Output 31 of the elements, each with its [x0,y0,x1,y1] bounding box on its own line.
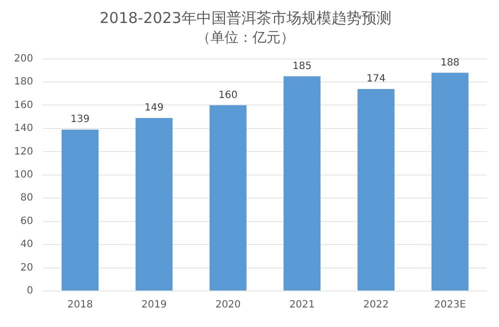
x-tick-label: 2018 [67,300,93,311]
x-tick-label: 2019 [141,300,167,311]
y-tick-label: 100 [14,169,34,180]
data-label: 188 [440,57,460,68]
data-label: 160 [218,90,238,101]
data-label: 174 [366,74,386,85]
x-tick-label: 2021 [289,300,315,311]
y-tick-label: 160 [14,100,34,111]
y-tick-label: 140 [14,123,34,134]
data-label: 185 [292,60,312,72]
data-label: 149 [144,102,164,114]
y-tick-label: 80 [20,192,34,204]
y-tick-label: 40 [20,239,34,250]
y-tick-label: 60 [20,216,34,227]
y-tick-label: 180 [14,76,34,88]
bar [284,76,321,290]
x-tick-label: 2022 [363,300,389,311]
chart-title: 2018-2023年中国普洱茶市场规模趋势预测 [100,8,392,27]
bar [432,72,469,290]
x-tick-label: 2023E [434,300,466,311]
bar [136,118,173,290]
y-tick-label: 200 [14,53,34,64]
data-label: 139 [70,114,90,126]
y-tick-label: 20 [20,262,34,274]
x-tick-label: 2020 [215,300,241,311]
bar [62,130,99,290]
y-tick-label: 0 [26,286,34,297]
bar [358,88,395,290]
bar [210,105,247,290]
y-tick-label: 120 [14,146,34,158]
chart-subtitle: （单位：亿元） [196,30,294,46]
